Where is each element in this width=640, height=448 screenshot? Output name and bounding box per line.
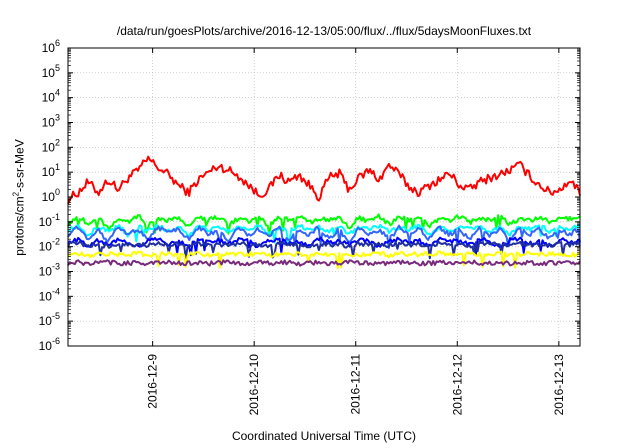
series-line [67,155,581,205]
x-axis-label: Coordinated Universal Time (UTC) [231,429,417,443]
y-tick-label: 10-6 [39,336,60,353]
x-tick-label: 2016-12-9 [146,354,160,409]
series-line [67,223,581,245]
chart-title: /data/run/goesPlots/archive/2016-12-13/0… [116,24,532,38]
y-tick-label: 10-1 [39,212,60,229]
series-line [67,213,581,236]
x-tick-label: 2016-12-13 [552,354,566,416]
y-tick-label: 101 [42,162,60,179]
series-line [67,240,581,260]
x-tick-label: 2016-12-11 [349,354,363,415]
series-group [67,155,581,270]
grid [68,47,580,347]
series-line [67,224,581,249]
y-ticks: 10-6 10-5 10-4 10-3 10-2 10-1 100 101 102 103 104 1… [39,38,580,353]
series-line [67,259,581,267]
y-tick-label: 10-4 [39,286,60,303]
y-tick-label: 106 [42,38,60,55]
y-tick-label: 10-2 [39,237,60,254]
y-tick-label: 104 [42,88,60,105]
y-tick-label: 102 [42,137,60,154]
y-tick-label: 10-3 [39,262,60,279]
y-tick-label: 103 [42,113,60,130]
y-tick-label: 10-5 [39,311,60,328]
x-tick-label: 2016-12-12 [450,354,464,416]
x-tick-label: 2016-12-10 [247,354,261,416]
series-line [67,250,581,270]
y-tick-label: 105 [42,63,60,80]
x-ticks: 2016-12-9 2016-12-10 2016-12-11 2016-12-12 2… [146,48,566,415]
y-tick-label: 100 [42,187,60,204]
